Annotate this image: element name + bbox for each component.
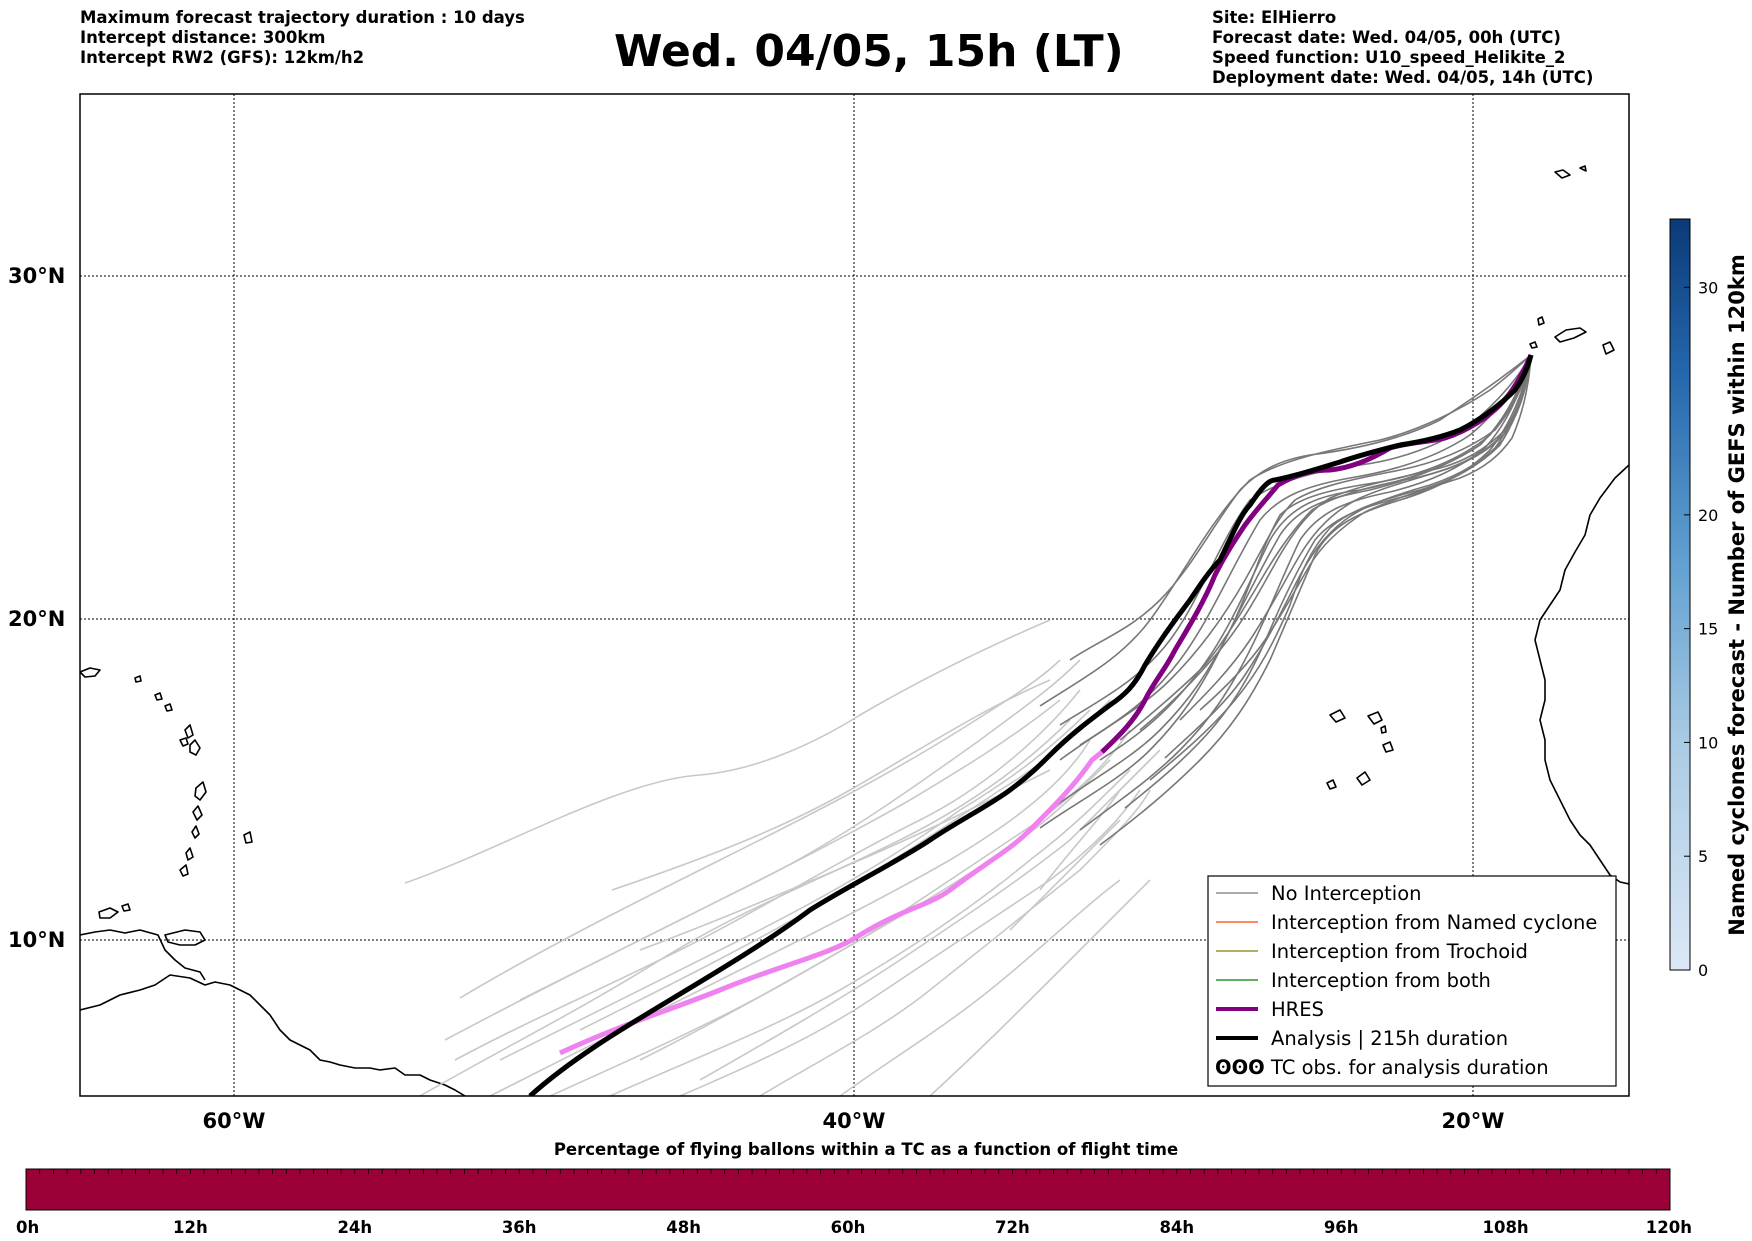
bottom-bar-tick-label: 12h: [173, 1218, 208, 1237]
legend-item: Interception from both: [1216, 969, 1491, 992]
bottom-bar-tick-label: 36h: [502, 1218, 537, 1237]
bottom-bar-fill: [25, 1168, 1671, 1211]
coastlines: [80, 165, 1629, 1096]
colorbar-tick-label: 10: [1698, 733, 1718, 752]
header-info-left: Maximum forecast trajectory duration : 1…: [80, 8, 525, 68]
lon-label-20w: 20°W: [1442, 1109, 1505, 1133]
intercept-distance-text: Intercept distance: 300km: [80, 28, 326, 47]
ensemble-members-faint: [404, 619, 1161, 1096]
africa-coast: [1534, 464, 1629, 885]
bottom-bar-label: Percentage of flying ballons within a TC…: [554, 1140, 1178, 1159]
cape-verde-2: [1329, 709, 1346, 723]
cape-verde-6: [1380, 725, 1387, 734]
map-content: [80, 165, 1629, 1096]
madeira-islands: [1554, 165, 1587, 179]
legend-item: ʘʘʘ TC obs. for analysis duration: [1215, 1056, 1549, 1079]
legend-label: Interception from Trochoid: [1271, 940, 1528, 963]
bottom-bar-tick-label: 120h: [1646, 1218, 1692, 1237]
colorbar-tick-label: 30: [1698, 278, 1718, 297]
bottom-bar-tick-label: 60h: [831, 1218, 866, 1237]
legend-item: Interception from Trochoid: [1216, 940, 1528, 963]
deployment-date-text: Deployment date: Wed. 04/05, 14h (UTC): [1212, 68, 1594, 87]
trinidad-island: [164, 929, 206, 946]
legend-item: Analysis | 215h duration: [1216, 1027, 1508, 1050]
page-title: Wed. 04/05, 15h (LT): [614, 26, 1124, 77]
max-duration-text: Maximum forecast trajectory duration : 1…: [80, 8, 525, 27]
legend-item: Interception from Named cyclone: [1216, 911, 1597, 934]
small-antilles-3: [194, 781, 207, 801]
small-antilles-6: [185, 847, 194, 861]
lat-label-30n: 30°N: [8, 264, 65, 288]
lon-label-60w: 60°W: [203, 1109, 266, 1133]
small-antilles-5: [191, 825, 200, 839]
small-antilles-8: [243, 831, 253, 844]
analysis-trajectory: [528, 354, 1534, 1096]
colorbar: 0 5 10 15 20 30 Named cyclones forecast - Num…: [1669, 218, 1749, 980]
bottom-bar-tick-label: 72h: [995, 1218, 1030, 1237]
intercept-rw2-text: Intercept RW2 (GFS): 12km/h2: [80, 48, 365, 67]
cape-verde-5: [1326, 779, 1337, 790]
colorbar-tick-label: 20: [1698, 506, 1718, 525]
legend-tc-symbol-icon: ʘʘʘ: [1215, 1056, 1265, 1079]
virgin-islands: [134, 675, 173, 712]
canary-islands: [1529, 316, 1615, 355]
header-info-right: Site: ElHierro Forecast date: Wed. 04/05…: [1212, 8, 1593, 88]
legend-label: Analysis | 215h duration: [1271, 1027, 1508, 1050]
colorbar-tick-label: 0: [1698, 961, 1708, 980]
legend-label: No Interception: [1271, 882, 1422, 905]
legend-item: HRES: [1216, 998, 1324, 1021]
legend-item: No Interception: [1216, 882, 1422, 905]
legend-box: [1207, 875, 1617, 1087]
bottom-bar-tick-label: 0h: [16, 1218, 39, 1237]
bottom-bar-tick-label: 96h: [1324, 1218, 1359, 1237]
bottom-bar-tick-label: 48h: [666, 1218, 701, 1237]
small-antilles-1: [189, 739, 201, 756]
colorbar-tick-label: 15: [1698, 620, 1718, 639]
site-text: Site: ElHierro: [1212, 8, 1337, 27]
cape-verde-1: [1367, 711, 1383, 725]
small-antilles-7: [179, 864, 189, 877]
bottom-bar-tick-label: 108h: [1482, 1218, 1528, 1237]
ensemble-members-no-interception: [1039, 354, 1532, 846]
cape-verde-3: [1382, 741, 1394, 753]
colorbar-gradient: [1669, 218, 1691, 971]
venezuela-coast: [80, 929, 206, 981]
legend: No Interception Interception from Named c…: [1207, 875, 1617, 1087]
cape-verde-4: [1356, 771, 1371, 786]
legend-label: TC obs. for analysis duration: [1270, 1056, 1549, 1079]
lat-label-20n: 20°N: [8, 607, 65, 631]
forecast-date-text: Forecast date: Wed. 04/05, 00h (UTC): [1212, 28, 1561, 47]
small-antilles-4: [192, 805, 203, 821]
bottom-bar: Percentage of flying ballons within a TC…: [16, 1140, 1692, 1237]
map-frame: [79, 93, 1630, 1097]
legend-label: Interception from both: [1271, 969, 1491, 992]
antigua-islands: [179, 737, 189, 747]
south-america-coast: [80, 974, 466, 1096]
bottom-bar-tick-label: 24h: [337, 1218, 372, 1237]
graticule: [80, 94, 1629, 1096]
curacao-aruba: [98, 903, 131, 919]
hres-extension-trajectory: [558, 750, 1104, 1056]
colorbar-tick-label: 5: [1698, 847, 1708, 866]
lon-label-40w: 40°W: [823, 1109, 886, 1133]
legend-label: Interception from Named cyclone: [1271, 911, 1597, 934]
colorbar-label: Named cyclones forecast - Number of GEFS…: [1725, 254, 1749, 935]
puerto-rico-east: [80, 667, 101, 678]
bottom-bar-tick-label: 84h: [1159, 1218, 1194, 1237]
lat-label-10n: 10°N: [8, 928, 65, 952]
speed-function-text: Speed function: U10_speed_Helikite_2: [1212, 48, 1566, 67]
legend-label: HRES: [1271, 998, 1324, 1021]
small-antilles-2: [184, 724, 194, 739]
